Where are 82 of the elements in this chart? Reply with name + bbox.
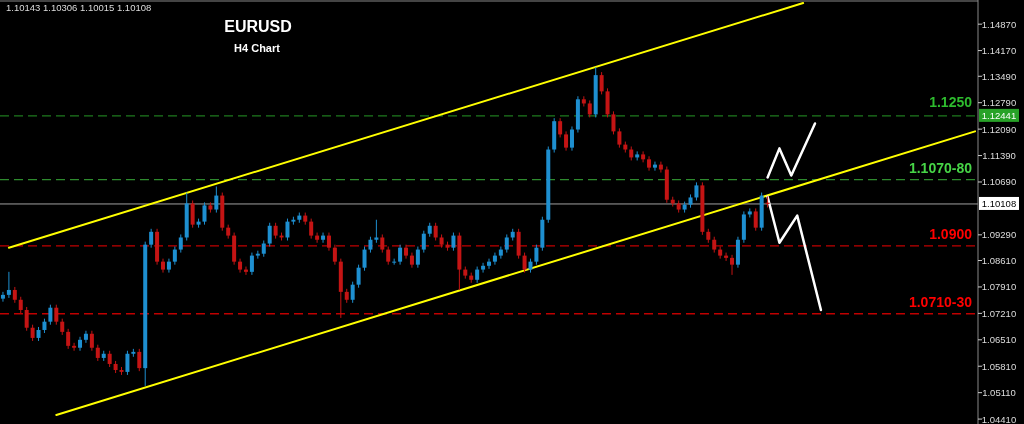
candlestick — [214, 186, 219, 214]
y-tick-label: 1.12090 — [981, 123, 1017, 135]
y-tick-label: 1.08610 — [981, 255, 1017, 267]
candlestick — [6, 271, 11, 299]
candlestick — [386, 246, 391, 266]
candlestick — [178, 233, 183, 254]
y-tick-label: 1.09290 — [981, 229, 1017, 241]
y-tick-label: 1.07210 — [981, 307, 1017, 319]
candlestick — [558, 117, 563, 138]
candlestick — [694, 181, 699, 201]
line-series — [766, 195, 823, 312]
annotation: 1.0710-30 — [908, 293, 973, 310]
candlestick — [24, 306, 29, 332]
text: EURUSD — [224, 18, 292, 35]
candlestick — [374, 219, 379, 244]
y-tick-label: 1.10690 — [981, 176, 1017, 188]
y-tick-label: 1.05810 — [981, 360, 1017, 372]
y-tick-label: 1.12790 — [981, 97, 1017, 109]
candlestick — [72, 342, 77, 352]
candlestick — [753, 207, 758, 232]
candlestick — [481, 262, 486, 274]
y-tick-label: 1.06510 — [981, 334, 1017, 346]
y-tick-label: 1.07910 — [981, 281, 1017, 293]
ref-line-label: 1.10108 — [981, 198, 1017, 210]
candlestick — [66, 328, 71, 350]
candlestick — [362, 246, 367, 272]
text: H4 Chart — [234, 42, 281, 54]
candlestick — [172, 246, 177, 266]
candlestick — [190, 199, 195, 229]
candlestick — [522, 252, 527, 274]
annotation: 1.1070-80 — [908, 159, 973, 176]
candlestick — [137, 348, 142, 372]
candlestick — [0, 291, 5, 303]
candlestick — [641, 150, 646, 163]
candlestick — [249, 252, 254, 276]
candlestick — [605, 87, 610, 118]
y-tick-label: 1.05110 — [982, 387, 1016, 399]
candlestick — [398, 244, 403, 266]
candlestick — [125, 350, 130, 376]
candlestick — [569, 125, 574, 152]
annotation: 1.0900 — [929, 225, 973, 242]
candlestick — [309, 218, 314, 240]
candlestick — [658, 161, 663, 174]
candlestick — [89, 330, 94, 352]
candlestick — [498, 246, 503, 260]
annotation: 1.10143 1.10306 1.10015 1.10108 — [6, 2, 152, 13]
y-tick-label: 1.13490 — [981, 70, 1017, 82]
candlestick — [730, 254, 735, 276]
candlestick — [48, 304, 53, 326]
candlestick — [415, 246, 420, 269]
annotation: 1.1250 — [929, 93, 973, 110]
candlestick — [451, 232, 456, 252]
y-tick-label: 1.04410 — [981, 413, 1017, 424]
candlestick — [617, 127, 622, 149]
candlestick — [534, 244, 539, 266]
candlestick — [149, 228, 154, 249]
candlestick — [356, 264, 361, 289]
candlestick — [492, 252, 497, 266]
candlestick — [380, 233, 385, 254]
candlestick — [599, 71, 604, 95]
candlestick — [285, 218, 290, 242]
line-series — [766, 122, 817, 179]
candlestick — [516, 228, 521, 260]
candlestick — [487, 258, 491, 270]
candlestick — [202, 201, 207, 226]
candlestick — [332, 244, 337, 266]
candlestick — [421, 230, 426, 254]
ref-line-label: 1.12441 — [981, 110, 1017, 122]
candlestick — [83, 330, 88, 344]
candlestick — [54, 304, 59, 326]
candlestick — [564, 130, 569, 152]
candlestick — [611, 110, 616, 135]
candlestick — [350, 281, 355, 304]
y-tick-label: 1.14870 — [981, 18, 1017, 30]
candlestick — [267, 222, 272, 248]
candlestick — [652, 161, 657, 172]
y-tick-label: 1.11390 — [982, 150, 1016, 162]
candlestick — [321, 232, 326, 244]
candlestick — [504, 233, 509, 254]
candlestick — [326, 232, 331, 252]
candlestick — [315, 232, 320, 244]
y-tick-label: 1.14170 — [981, 45, 1017, 57]
